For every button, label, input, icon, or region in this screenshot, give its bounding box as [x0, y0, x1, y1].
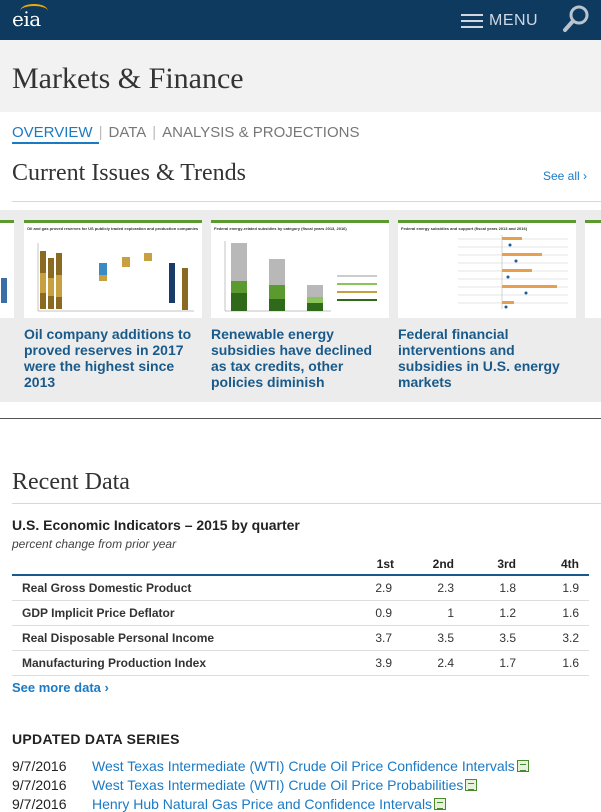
series-date: 9/7/2016 [12, 796, 67, 812]
indicators-subtitle: percent change from prior year [12, 537, 177, 551]
list-item: 9/7/2016 West Texas Intermediate (WTI) C… [12, 777, 478, 793]
trend-card-title[interactable]: Federal financial interventions and subs… [398, 326, 560, 390]
table-header-row: 1st 2nd 3rd 4th [12, 553, 589, 575]
logo-arc [20, 4, 48, 18]
table-cell: 1.8 [464, 575, 526, 601]
thumbnail-chart [458, 235, 568, 309]
table-row: Real Gross Domestic Product 2.9 2.3 1.8 … [12, 575, 589, 601]
table-cell: 0.9 [342, 600, 402, 626]
table-cell: 2.4 [402, 650, 464, 676]
trend-card[interactable] [585, 220, 601, 392]
menu-button[interactable]: MENU [461, 9, 541, 33]
table-cell: 1.9 [526, 575, 589, 601]
thumbnail-caption: Federal energy subsidies and support (fi… [401, 226, 528, 231]
list-item: 9/7/2016 Henry Hub Natural Gas Price and… [12, 796, 447, 812]
table-cell: 3.5 [464, 625, 526, 651]
column-header-label [12, 553, 342, 575]
series-link[interactable]: West Texas Intermediate (WTI) Crude Oil … [92, 758, 515, 774]
column-header-q2: 2nd [432, 556, 454, 571]
list-item: 9/7/2016 West Texas Intermediate (WTI) C… [12, 758, 529, 774]
section-divider [0, 418, 601, 419]
tab-overview[interactable]: OVERVIEW [12, 124, 99, 144]
table-row: GDP Implicit Price Deflator 0.9 1 1.2 1.… [12, 600, 589, 626]
row-label: Manufacturing Production Index [12, 650, 342, 676]
site-header: eia MENU [0, 0, 601, 40]
see-more-data-link[interactable]: See more data › [12, 680, 109, 695]
spreadsheet-icon[interactable] [434, 798, 447, 810]
table-cell: 2.9 [342, 575, 402, 601]
thumbnail-caption: Oil and gas proved reserves for US publi… [27, 226, 199, 231]
trend-card-thumbnail [585, 220, 601, 318]
table-cell: 2.3 [402, 575, 464, 601]
indicators-title: U.S. Economic Indicators – 2015 by quart… [12, 517, 300, 533]
thumbnail-chart [224, 241, 377, 312]
series-link[interactable]: West Texas Intermediate (WTI) Crude Oil … [92, 777, 464, 793]
spreadsheet-icon[interactable] [465, 779, 478, 791]
trend-card[interactable] [0, 220, 14, 392]
column-header-q4: 4th [561, 556, 579, 571]
trend-card[interactable]: Federal energy subsidies and support (fi… [398, 220, 576, 392]
series-date: 9/7/2016 [12, 758, 67, 774]
trend-card-thumbnail [0, 220, 14, 318]
table-cell: 1.2 [464, 600, 526, 626]
tab-separator: | [98, 124, 103, 141]
eia-logo[interactable]: eia [12, 7, 41, 31]
spreadsheet-icon[interactable] [516, 760, 529, 772]
column-header-q1: 1st [376, 556, 394, 571]
trend-card-thumbnail: Oil and gas proved reserves for US publi… [24, 220, 202, 318]
table-cell: 3.9 [342, 650, 402, 676]
recent-data-heading: Recent Data [12, 469, 130, 495]
row-label: Real Disposable Personal Income [12, 625, 342, 651]
thumbnail-chart [1, 278, 7, 303]
row-label: GDP Implicit Price Deflator [12, 600, 342, 626]
tab-data[interactable]: DATA [108, 124, 147, 141]
trends-carousel[interactable]: Oil and gas proved reserves for US publi… [0, 210, 601, 402]
series-date: 9/7/2016 [12, 777, 67, 793]
trend-card-thumbnail: Federal energy subsidies and support (fi… [398, 220, 576, 318]
table-cell: 1.6 [526, 650, 589, 676]
recent-data-rule [12, 503, 601, 504]
table-row: Real Disposable Personal Income 3.7 3.5 … [12, 625, 589, 651]
thumbnail-chart [37, 243, 194, 312]
tab-analysis-projections[interactable]: ANALYSIS & PROJECTIONS [162, 124, 360, 141]
trend-card-title[interactable]: Renewable energy subsidies have declined… [211, 326, 373, 390]
table-row: Manufacturing Production Index 3.9 2.4 1… [12, 650, 589, 676]
table-cell: 1 [402, 600, 464, 626]
see-all-link[interactable]: See all › [542, 169, 587, 183]
row-label: Real Gross Domestic Product [12, 575, 342, 601]
trend-card[interactable]: Federal energy-related subsidies by cate… [211, 220, 389, 392]
table-cell: 1.6 [526, 600, 589, 626]
page-title: Markets & Finance [12, 62, 244, 95]
search-icon[interactable] [562, 3, 592, 33]
indicators-table: 1st 2nd 3rd 4th Real Gross Domestic Prod… [12, 553, 589, 676]
section-tabs: OVERVIEW | DATA | ANALYSIS & PROJECTIONS [12, 124, 365, 144]
table-cell: 3.2 [526, 625, 589, 651]
table-cell: 1.7 [464, 650, 526, 676]
title-band: Markets & Finance [0, 40, 601, 112]
hamburger-icon [461, 13, 483, 29]
column-header-q3: 3rd [497, 556, 516, 571]
tab-separator: | [152, 124, 157, 141]
trends-heading: Current Issues & Trends [12, 160, 247, 186]
trend-card-thumbnail: Federal energy-related subsidies by cate… [211, 220, 389, 318]
trends-rule [12, 201, 601, 202]
menu-label: MENU [489, 12, 539, 29]
table-cell: 3.5 [402, 625, 464, 651]
updated-series-heading: UPDATED DATA SERIES [12, 731, 180, 747]
table-cell: 3.7 [342, 625, 402, 651]
thumbnail-caption: Federal energy-related subsidies by cate… [214, 226, 347, 231]
trend-card[interactable]: Oil and gas proved reserves for US publi… [24, 220, 202, 392]
series-link[interactable]: Henry Hub Natural Gas Price and Confiden… [92, 796, 433, 812]
trend-card-title[interactable]: Oil company additions to proved reserves… [24, 326, 192, 390]
